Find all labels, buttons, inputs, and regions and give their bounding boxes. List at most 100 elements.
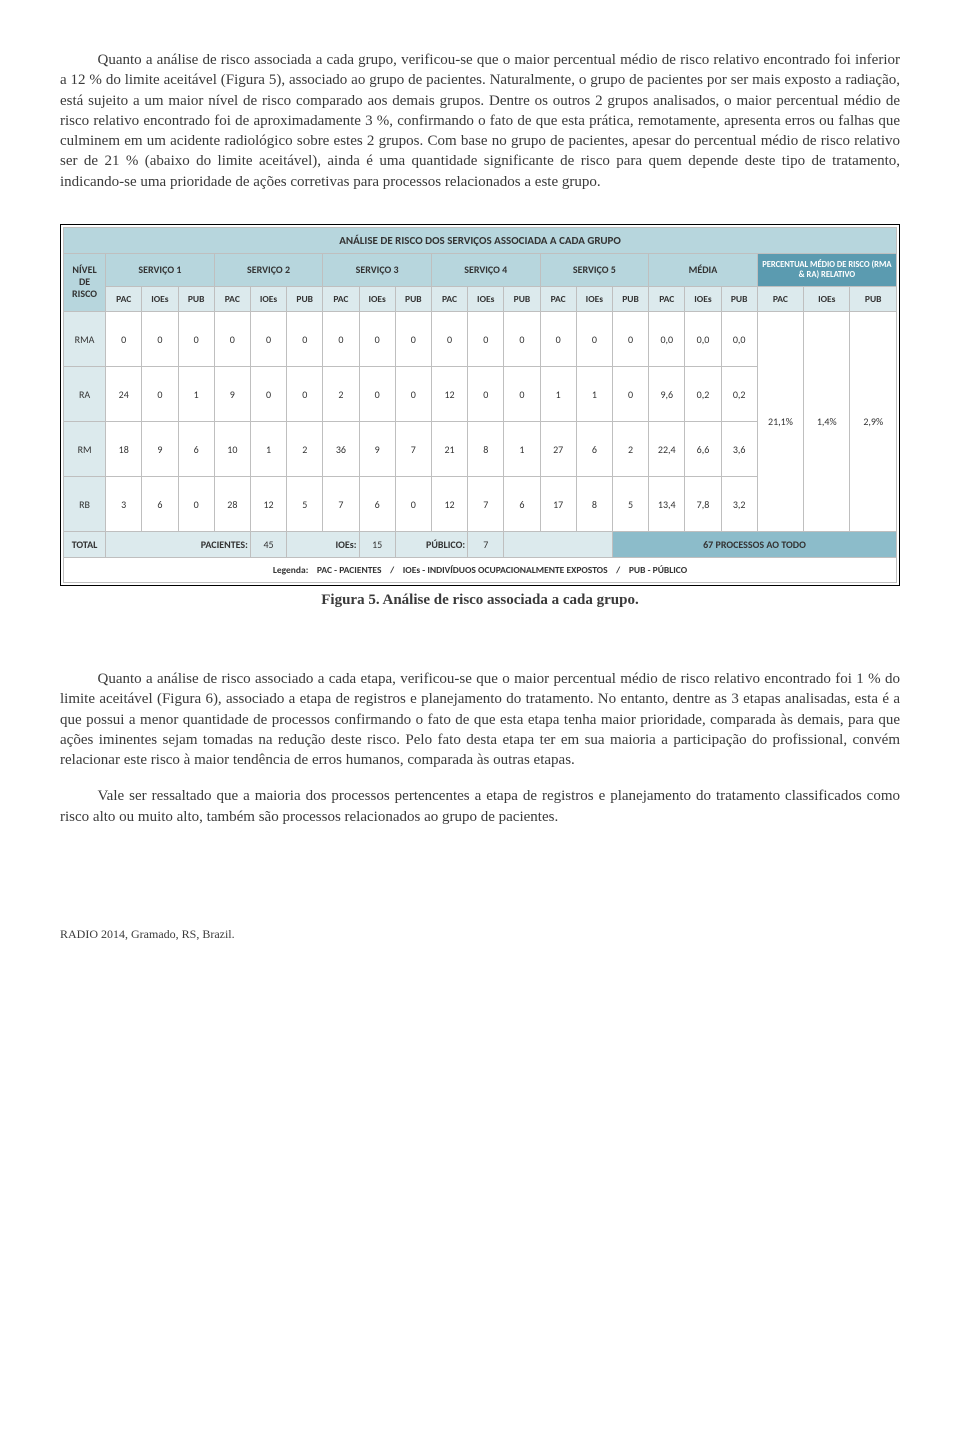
total-ioe-lbl: IOEs: (287, 532, 359, 558)
hdr-sub: IOEs (359, 287, 395, 312)
hdr-sub: IOEs (804, 287, 850, 312)
data-cell: 1 (576, 367, 612, 422)
data-cell: 0 (287, 312, 323, 367)
hdr-sub: PAC (649, 287, 685, 312)
table-title: ANÁLISE DE RISCO DOS SERVIÇOS ASSOCIADA … (64, 227, 897, 253)
data-cell: 0 (395, 367, 431, 422)
data-cell: 12 (431, 367, 467, 422)
hdr-sub: PUB (504, 287, 540, 312)
risk-table-container: ANÁLISE DE RISCO DOS SERVIÇOS ASSOCIADA … (60, 224, 900, 586)
hdr-sub: PUB (850, 287, 897, 312)
paragraph-3-text: Vale ser ressaltado que a maioria dos pr… (60, 788, 900, 824)
hdr-sub: PUB (395, 287, 431, 312)
perc-cell: 2,9% (850, 312, 897, 532)
legend-sep-1: / (390, 564, 394, 576)
data-cell: 0 (142, 312, 178, 367)
total-pac: 45 (250, 532, 286, 558)
data-cell: 0,0 (721, 312, 757, 367)
data-cell: 21 (431, 422, 467, 477)
data-cell: 1 (540, 367, 576, 422)
data-cell: 0 (612, 312, 648, 367)
data-cell: 0 (504, 312, 540, 367)
data-cell: 1 (504, 422, 540, 477)
paragraph-2-text: Quanto a análise de risco associado a ca… (60, 671, 900, 768)
hdr-sub: PUB (178, 287, 214, 312)
data-cell: 1 (250, 422, 286, 477)
data-cell: 3,2 (721, 477, 757, 532)
data-cell: 7 (323, 477, 359, 532)
row-label: RM (64, 422, 106, 477)
hdr-serv-5: SERVIÇO 5 (540, 253, 649, 286)
data-cell: 7,8 (685, 477, 721, 532)
hdr-sub: IOEs (142, 287, 178, 312)
legend: Legenda: PAC - PACIENTES / IOEs - INDIVÍ… (64, 558, 897, 583)
data-cell: 0 (468, 312, 504, 367)
data-cell: 0 (612, 367, 648, 422)
paragraph-1: Quanto a análise de risco associada a ca… (60, 50, 900, 192)
data-cell: 12 (431, 477, 467, 532)
data-cell: 0 (395, 312, 431, 367)
data-cell: 0 (250, 367, 286, 422)
data-cell: 0 (504, 367, 540, 422)
data-cell: 0 (576, 312, 612, 367)
legend-pub: PUB - PÚBLICO (629, 564, 687, 576)
data-cell: 9 (359, 422, 395, 477)
data-cell: 0 (468, 367, 504, 422)
row-label: RMA (64, 312, 106, 367)
data-cell: 0,2 (721, 367, 757, 422)
data-cell: 0,0 (649, 312, 685, 367)
data-cell: 0 (540, 312, 576, 367)
hdr-sub: IOEs (468, 287, 504, 312)
hdr-sub: PAC (757, 287, 803, 312)
perc-cell: 21,1% (757, 312, 803, 532)
data-cell: 5 (287, 477, 323, 532)
data-cell: 36 (323, 422, 359, 477)
data-cell: 9,6 (649, 367, 685, 422)
risk-table: ANÁLISE DE RISCO DOS SERVIÇOS ASSOCIADA … (63, 227, 897, 583)
hdr-serv-4: SERVIÇO 4 (431, 253, 540, 286)
hdr-sub: PAC (323, 287, 359, 312)
hdr-sub: PUB (287, 287, 323, 312)
data-cell: 13,4 (649, 477, 685, 532)
data-cell: 10 (214, 422, 250, 477)
data-cell: 24 (106, 367, 142, 422)
data-cell: 0 (250, 312, 286, 367)
total-pub-lbl: PÚBLICO: (395, 532, 467, 558)
perc-cell: 1,4% (804, 312, 850, 532)
hdr-sub: PAC (540, 287, 576, 312)
row-label: RB (64, 477, 106, 532)
data-cell: 2 (323, 367, 359, 422)
data-cell: 6 (359, 477, 395, 532)
data-cell: 8 (468, 422, 504, 477)
hdr-media: MÉDIA (649, 253, 758, 286)
data-cell: 8 (576, 477, 612, 532)
data-cell: 9 (214, 367, 250, 422)
hdr-sub: IOEs (250, 287, 286, 312)
row-label: RA (64, 367, 106, 422)
data-cell: 17 (540, 477, 576, 532)
total-label: TOTAL (64, 532, 106, 558)
legend-ioe: IOEs - INDIVÍDUOS OCUPACIONALMENTE EXPOS… (403, 564, 608, 576)
total-ioe: 15 (359, 532, 395, 558)
total-pac-lbl: PACIENTES: (106, 532, 251, 558)
data-cell: 6,6 (685, 422, 721, 477)
hdr-sub: IOEs (576, 287, 612, 312)
data-cell: 0 (214, 312, 250, 367)
data-cell: 12 (250, 477, 286, 532)
paragraph-1-text: Quanto a análise de risco associada a ca… (60, 52, 900, 190)
total-proc: 67 PROCESSOS AO TODO (612, 532, 896, 558)
hdr-serv-2: SERVIÇO 2 (214, 253, 323, 286)
data-cell: 0 (106, 312, 142, 367)
data-cell: 0 (287, 367, 323, 422)
data-cell: 0,0 (685, 312, 721, 367)
data-cell: 0 (178, 477, 214, 532)
data-cell: 0 (142, 367, 178, 422)
hdr-sub: PAC (106, 287, 142, 312)
data-cell: 1 (178, 367, 214, 422)
data-cell: 18 (106, 422, 142, 477)
data-cell: 22,4 (649, 422, 685, 477)
data-cell: 0,2 (685, 367, 721, 422)
data-cell: 7 (395, 422, 431, 477)
data-cell: 3,6 (721, 422, 757, 477)
hdr-serv-1: SERVIÇO 1 (106, 253, 215, 286)
